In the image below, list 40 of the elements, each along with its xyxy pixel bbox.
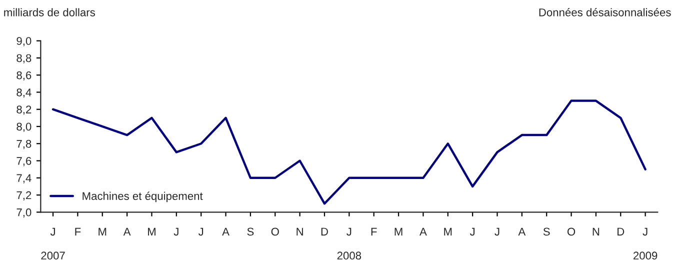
x-tick-label: M <box>98 228 106 236</box>
x-tick-label: M <box>394 228 402 236</box>
y-tick-label: 7,2 <box>16 191 32 200</box>
x-tick-label: J <box>174 228 178 236</box>
x-tick-label: S <box>543 228 550 236</box>
text: Données désaisonnalisées <box>539 8 671 16</box>
y-tick-label: 8,4 <box>16 88 32 98</box>
y-tick-label: 8,6 <box>16 71 32 81</box>
x-tick-label: O <box>271 228 279 236</box>
y-tick-label: 8,8 <box>16 54 32 64</box>
y-tick-label: 7,0 <box>16 208 32 218</box>
x-tick-label: M <box>148 228 156 236</box>
x-tick-label: J <box>198 228 204 236</box>
x-tick-label: D <box>321 228 328 236</box>
y-tick-label: 9,0 <box>16 37 32 46</box>
x-tick-label: S <box>247 228 254 236</box>
x-tick-label: A <box>518 228 526 236</box>
y-axis-title: milliards de dollars <box>4 8 95 16</box>
x-tick-label: A <box>420 228 427 236</box>
y-tick-label: 8,0 <box>16 122 32 132</box>
x-tick-label: J <box>494 228 500 236</box>
x-tick-label: O <box>567 228 576 236</box>
x-tick-label: M <box>444 228 452 236</box>
category-label: J 2009 <box>634 228 658 260</box>
category-label: J 2008 <box>337 228 362 260</box>
x-tick-label: A <box>222 228 230 236</box>
y-tick-label: 7,8 <box>16 140 32 150</box>
x-tick-label: N <box>592 228 600 236</box>
category-label: J 2007 <box>41 228 65 260</box>
x-tick-label: N <box>296 228 303 236</box>
x-tick-label: D <box>618 228 624 236</box>
y-tick-label: 7,4 <box>16 174 32 184</box>
x-tick-label: A <box>123 228 131 236</box>
y-tick-label: 8,2 <box>16 106 32 115</box>
y-tick-label: 7,6 <box>16 157 32 166</box>
x-tick-label: J <box>470 228 475 236</box>
line-series <box>52 100 646 205</box>
legend-label: Machines et équipement <box>82 192 203 202</box>
x-tick-label: F <box>371 228 377 236</box>
x-tick-label: F <box>75 228 81 236</box>
